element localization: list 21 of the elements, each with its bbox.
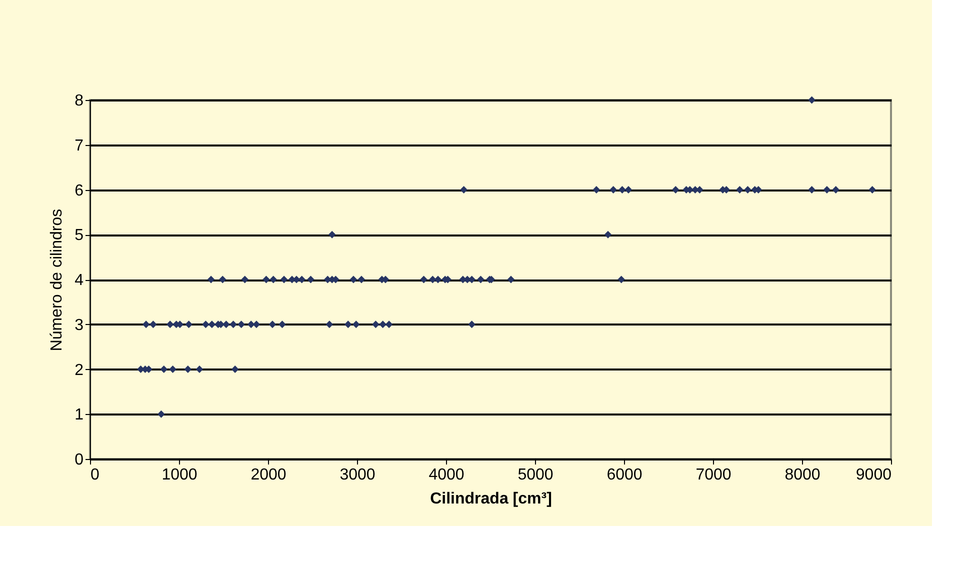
y-axis-title: Número de cilindros [48,208,66,352]
x-tick-label: 5000 [518,466,554,484]
y-tick-label: 8 [74,92,84,110]
x-tick-label: 2000 [250,466,286,484]
x-tick-label: 1000 [162,466,198,484]
x-tick-label: 4000 [428,466,464,484]
x-tick-label: 7000 [696,466,732,484]
y-tick-label: 4 [74,272,84,289]
y-tick-label: 1 [74,406,84,424]
y-tick-label: 5 [74,227,84,244]
x-tick-label: 8000 [784,466,820,484]
y-tick-label: 0 [74,452,84,468]
y-tick-label: 2 [74,362,84,379]
y-tick-label: 7 [74,137,84,154]
x-tick-label: 6000 [606,466,642,484]
x-axis-title: Cilindrada [cm³] [430,490,552,508]
x-tick-label: 0 [90,466,100,484]
x-tick-label: 3000 [340,466,376,484]
x-tick-label: 9000 [856,466,892,484]
y-tick-label: 3 [74,316,84,334]
y-tick-label: 6 [74,182,84,200]
